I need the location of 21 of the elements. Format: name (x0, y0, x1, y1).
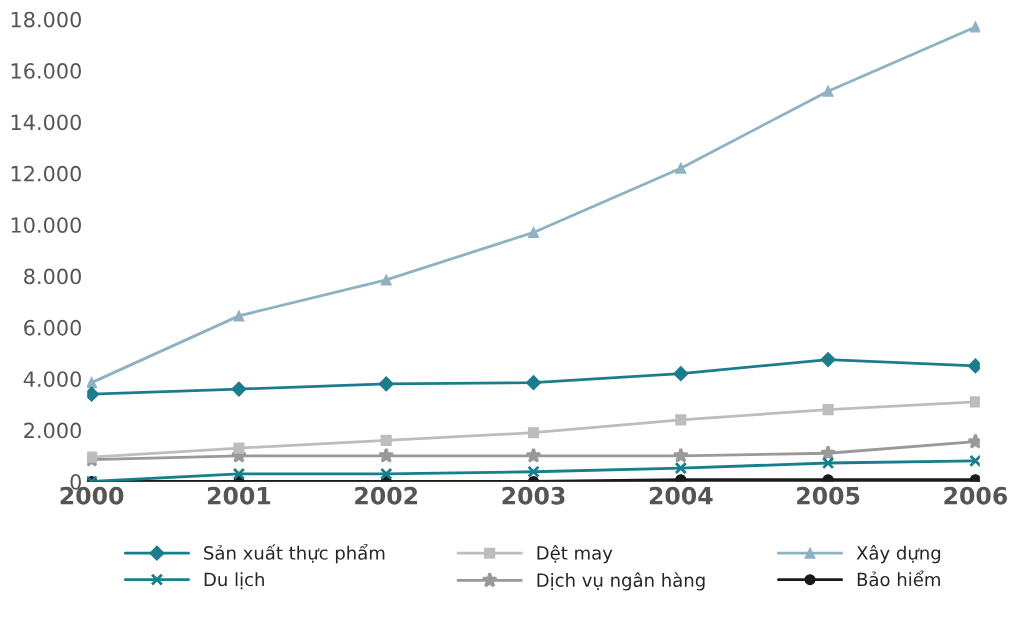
legend-label: Xây dựng (856, 545, 941, 564)
x-tick-label: 2002 (355, 486, 418, 505)
y-tick-label: 2.000 (24, 422, 81, 439)
x-tick-label: 2005 (797, 486, 860, 505)
y-tick-label: 14.000 (11, 114, 81, 131)
y-tick-label: 6.000 (24, 319, 81, 336)
legend-label: Dịch vụ ngân hàng (537, 572, 705, 591)
y-tick-label: 4.000 (23, 371, 81, 387)
y-tick-label: 8.000 (24, 268, 81, 285)
x-tick-label: 2004 (649, 486, 713, 505)
x-tick-label: 2003 (502, 486, 565, 505)
legend-label: Du lịch (204, 572, 264, 590)
legend-label: Dệt may (537, 545, 613, 564)
y-tick-label: 16.000 (11, 63, 81, 79)
legend-label: Bảo hiểm (857, 570, 940, 587)
y-tick-label: 12.000 (11, 165, 81, 182)
x-tick-label: 2006 (944, 486, 1007, 505)
y-tick-label: 10.000 (11, 217, 81, 233)
legend-label: Sản xuất thực phẩm (204, 543, 385, 564)
y-tick-label: 18.000 (11, 11, 81, 28)
x-tick-label: 2001 (207, 486, 271, 505)
